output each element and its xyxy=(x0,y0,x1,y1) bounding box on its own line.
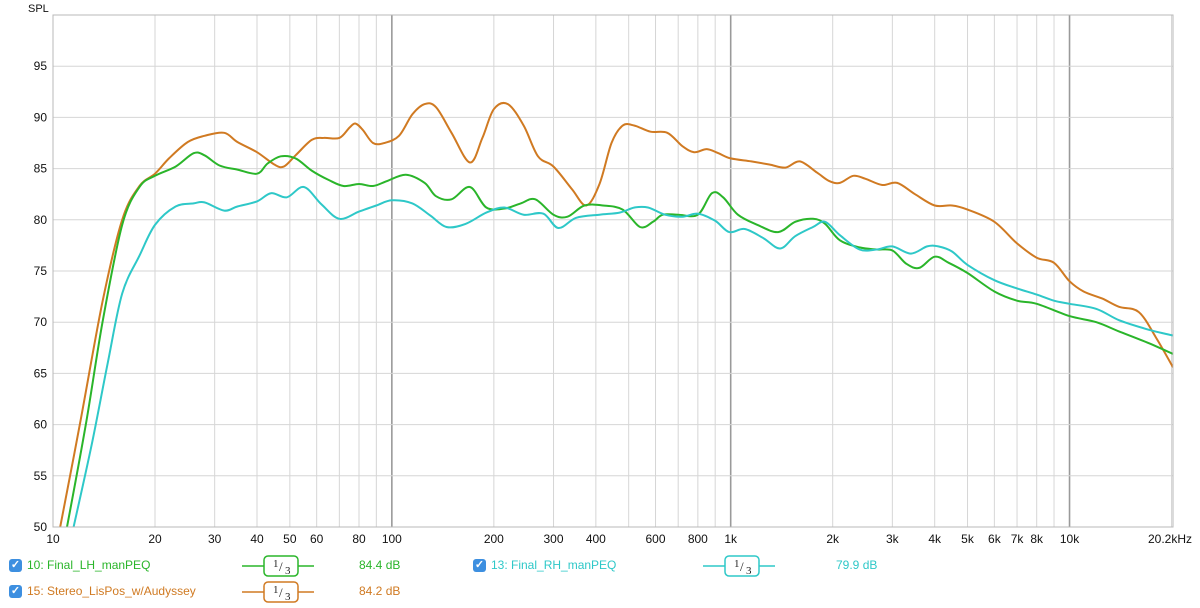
y-tick-label: 60 xyxy=(34,418,48,432)
checkbox-icon[interactable]: ✓ xyxy=(9,559,22,572)
smoothing-numerator: 1 xyxy=(273,558,279,570)
series-line xyxy=(72,185,1173,527)
smoothing-box xyxy=(263,581,299,603)
smoothing-box xyxy=(724,555,760,577)
plot-frame xyxy=(52,14,1174,528)
x-tick-label: 200 xyxy=(484,532,504,546)
x-tick-label: 20.2kHz xyxy=(1148,532,1192,546)
y-tick-label: 75 xyxy=(34,264,48,278)
smoothing-box xyxy=(263,555,299,577)
x-tick-label: 4k xyxy=(928,532,942,546)
y-tick-label: 50 xyxy=(34,520,48,534)
smoothing-slash: / xyxy=(279,585,283,600)
legend-label-stereo: 15: Stereo_LisPos_w/Audyssey xyxy=(27,584,196,598)
x-tick-label: 20 xyxy=(148,532,162,546)
y-axis-label: SPL xyxy=(28,3,49,15)
checkbox-icon[interactable]: ✓ xyxy=(9,585,22,598)
grid xyxy=(53,15,1173,527)
x-tick-label: 6k xyxy=(988,532,1002,546)
x-tick-label: 2k xyxy=(826,532,840,546)
checkbox-icon[interactable]: ✓ xyxy=(473,559,486,572)
x-tick-label: 800 xyxy=(688,532,708,546)
y-tick-label: 95 xyxy=(34,59,48,73)
x-tick-label: 400 xyxy=(586,532,606,546)
x-tick-label: 600 xyxy=(646,532,666,546)
series-lines xyxy=(59,101,1173,527)
smoothing-denominator: 3 xyxy=(285,591,291,603)
y-tick-label: 55 xyxy=(34,469,48,483)
smoothing-slash: / xyxy=(740,559,744,574)
x-tick-label: 300 xyxy=(543,532,563,546)
smoothing-slash: / xyxy=(279,559,283,574)
x-tick-label: 40 xyxy=(250,532,264,546)
smoothing-denominator: 3 xyxy=(285,565,291,577)
x-tick-label: 3k xyxy=(886,532,900,546)
x-tick-label: 1k xyxy=(724,532,738,546)
x-tick-label: 50 xyxy=(283,532,297,546)
x-tick-label: 10 xyxy=(46,532,60,546)
smoothing-numerator: 1 xyxy=(273,584,279,596)
y-tick-label: 80 xyxy=(34,213,48,227)
legend-level-lh: 84.4 dB xyxy=(359,558,401,572)
x-tick-label: 7k xyxy=(1011,532,1025,546)
y-tick-label: 65 xyxy=(34,366,48,380)
y-tick-label: 70 xyxy=(34,315,48,329)
x-tick-label: 100 xyxy=(382,532,402,546)
x-tick-label: 10k xyxy=(1060,532,1080,546)
axis-ticks: 50 55 60 65 70 75 80 85 90 95 SPL 10 20 30 40 50 60 80 100… xyxy=(28,3,1192,546)
legend-row-1: ✓ 10: Final_LH_manPEQ 1/3 84.4 dB ✓ 13: … xyxy=(0,555,1200,577)
x-tick-label: 30 xyxy=(208,532,222,546)
smoothing-button-stereo[interactable]: 1/3 xyxy=(242,581,314,603)
legend-label-rh: 13: Final_RH_manPEQ xyxy=(491,558,617,572)
legend-level-rh: 79.9 dB xyxy=(836,558,878,572)
legend-label-lh: 10: Final_LH_manPEQ xyxy=(27,558,151,572)
smoothing-numerator: 1 xyxy=(734,558,740,570)
smoothing-denominator: 3 xyxy=(746,565,752,577)
legend-row-2: ✓ 15: Stereo_LisPos_w/Audyssey 1/3 84.2 … xyxy=(0,581,1200,603)
series-line xyxy=(66,151,1173,527)
smoothing-button-lh[interactable]: 1/3 xyxy=(242,555,314,577)
smoothing-button-rh[interactable]: 1/3 xyxy=(703,555,775,577)
y-tick-label: 85 xyxy=(34,162,48,176)
x-tick-label: 60 xyxy=(310,532,324,546)
y-tick-label: 90 xyxy=(34,110,48,124)
x-tick-label: 80 xyxy=(352,532,366,546)
x-tick-label: 5k xyxy=(961,532,975,546)
x-tick-label: 8k xyxy=(1030,532,1044,546)
legend-level-stereo: 84.2 dB xyxy=(359,584,401,598)
